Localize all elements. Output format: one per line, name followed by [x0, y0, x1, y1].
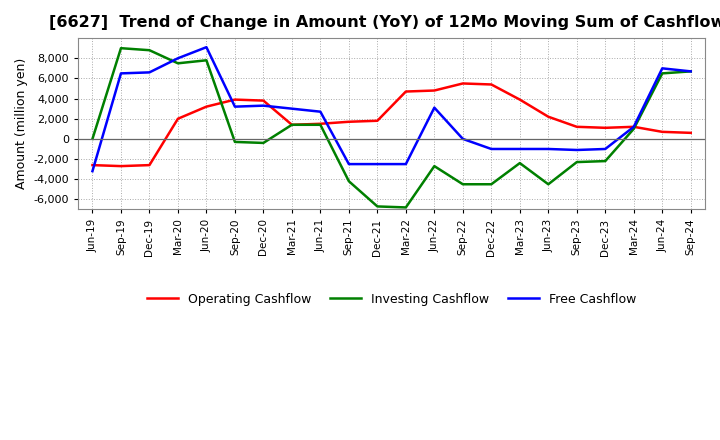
Investing Cashflow: [658, 71, 667, 76]
Investing Cashflow: [402, 205, 410, 210]
Operating Cashflow: [572, 124, 581, 129]
Investing Cashflow: [459, 182, 467, 187]
Free Cashflow: [145, 70, 154, 75]
Operating Cashflow: [117, 164, 125, 169]
Free Cashflow: [287, 106, 296, 111]
Free Cashflow: [402, 161, 410, 167]
Investing Cashflow: [117, 46, 125, 51]
Investing Cashflow: [287, 122, 296, 128]
Investing Cashflow: [202, 58, 211, 63]
Line: Investing Cashflow: Investing Cashflow: [92, 48, 690, 207]
Investing Cashflow: [345, 179, 354, 184]
Operating Cashflow: [544, 114, 553, 119]
Free Cashflow: [117, 71, 125, 76]
Investing Cashflow: [686, 69, 695, 74]
Investing Cashflow: [259, 140, 268, 146]
Operating Cashflow: [259, 98, 268, 103]
Operating Cashflow: [658, 129, 667, 135]
Investing Cashflow: [174, 61, 182, 66]
Free Cashflow: [601, 147, 610, 152]
Free Cashflow: [629, 124, 638, 129]
Free Cashflow: [345, 161, 354, 167]
Operating Cashflow: [174, 116, 182, 121]
Investing Cashflow: [629, 126, 638, 132]
Free Cashflow: [430, 105, 438, 110]
Investing Cashflow: [487, 182, 495, 187]
Operating Cashflow: [287, 122, 296, 128]
Free Cashflow: [88, 169, 96, 174]
Operating Cashflow: [145, 162, 154, 168]
Operating Cashflow: [88, 162, 96, 168]
Investing Cashflow: [516, 161, 524, 166]
Investing Cashflow: [230, 139, 239, 145]
Operating Cashflow: [230, 97, 239, 102]
Operating Cashflow: [686, 130, 695, 136]
Operating Cashflow: [487, 82, 495, 87]
Operating Cashflow: [316, 121, 325, 126]
Legend: Operating Cashflow, Investing Cashflow, Free Cashflow: Operating Cashflow, Investing Cashflow, …: [142, 288, 642, 311]
Operating Cashflow: [516, 97, 524, 102]
Title: [6627]  Trend of Change in Amount (YoY) of 12Mo Moving Sum of Cashflows: [6627] Trend of Change in Amount (YoY) o…: [49, 15, 720, 30]
Investing Cashflow: [544, 182, 553, 187]
Investing Cashflow: [373, 204, 382, 209]
Operating Cashflow: [459, 81, 467, 86]
Free Cashflow: [202, 44, 211, 50]
Line: Operating Cashflow: Operating Cashflow: [92, 84, 690, 166]
Free Cashflow: [259, 103, 268, 108]
Free Cashflow: [686, 69, 695, 74]
Operating Cashflow: [430, 88, 438, 93]
Investing Cashflow: [145, 48, 154, 53]
Investing Cashflow: [430, 164, 438, 169]
Free Cashflow: [658, 66, 667, 71]
Free Cashflow: [230, 104, 239, 109]
Operating Cashflow: [601, 125, 610, 130]
Operating Cashflow: [402, 89, 410, 94]
Operating Cashflow: [629, 124, 638, 129]
Investing Cashflow: [88, 136, 96, 142]
Investing Cashflow: [316, 122, 325, 128]
Operating Cashflow: [373, 118, 382, 123]
Free Cashflow: [487, 147, 495, 152]
Free Cashflow: [373, 161, 382, 167]
Y-axis label: Amount (million yen): Amount (million yen): [15, 58, 28, 189]
Free Cashflow: [316, 109, 325, 114]
Investing Cashflow: [572, 159, 581, 165]
Free Cashflow: [572, 147, 581, 153]
Operating Cashflow: [202, 104, 211, 109]
Free Cashflow: [516, 147, 524, 152]
Free Cashflow: [459, 136, 467, 142]
Investing Cashflow: [601, 158, 610, 164]
Free Cashflow: [174, 55, 182, 61]
Line: Free Cashflow: Free Cashflow: [92, 47, 690, 171]
Operating Cashflow: [345, 119, 354, 125]
Free Cashflow: [544, 147, 553, 152]
